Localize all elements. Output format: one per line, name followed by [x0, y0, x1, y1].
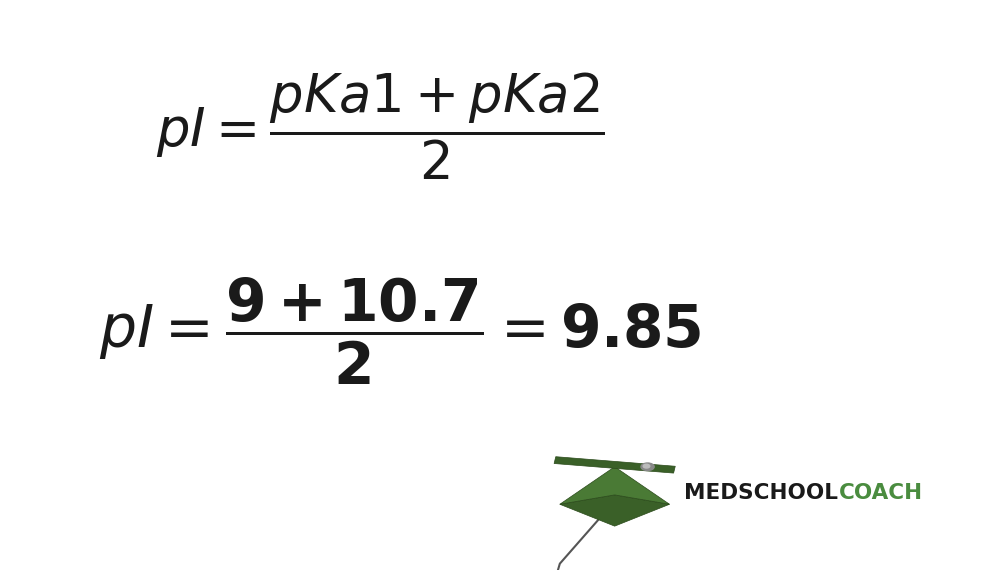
Text: COACH: COACH	[839, 483, 923, 503]
Polygon shape	[560, 467, 670, 504]
Text: $\mathbf{\it{pI}} = \dfrac{\mathbf{9 + 10.7}}{\mathbf{2}} = \mathbf{9.85}$: $\mathbf{\it{pI}} = \dfrac{\mathbf{9 + 1…	[99, 275, 701, 387]
Circle shape	[643, 464, 650, 468]
Text: $\it{pI} = \dfrac{\it{pKa1} + \it{pKa2}}{2}$: $\it{pI} = \dfrac{\it{pKa1} + \it{pKa2}}…	[156, 71, 605, 182]
Text: MEDSCHOOL: MEDSCHOOL	[684, 483, 838, 503]
Circle shape	[641, 463, 654, 471]
Polygon shape	[554, 457, 675, 473]
Polygon shape	[560, 495, 670, 526]
